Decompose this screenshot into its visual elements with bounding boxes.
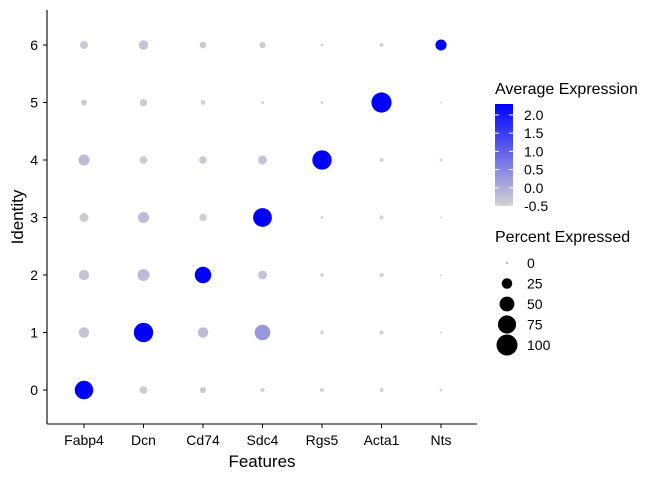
color-legend-tick-label: 1.5 [524, 125, 544, 141]
dot-point [199, 213, 207, 222]
y-tick-label: 2 [30, 267, 38, 283]
dot-point [261, 101, 264, 104]
x-tick-label: Rgs5 [306, 432, 339, 448]
color-legend-tick-label: 0.0 [524, 180, 544, 196]
size-legend-items: 0 25 50 75 100 [496, 255, 551, 356]
size-legend-label: 0 [527, 255, 535, 271]
color-legend: Average Expression 2.0 1.5 1.0 0.5 0.0 -0.5 [495, 81, 638, 214]
dot-point [199, 41, 207, 49]
dot-point [139, 156, 148, 164]
dot-point [379, 387, 384, 393]
dot-point [197, 327, 209, 338]
dot-point [439, 101, 443, 104]
dot-point [379, 157, 384, 163]
dot-point [138, 40, 149, 50]
size-legend-dot [496, 334, 518, 356]
dot-point [259, 41, 266, 49]
dot-point [312, 150, 332, 170]
size-legend-dot [506, 262, 508, 264]
color-legend-ticks: 2.0 1.5 1.0 0.5 0.0 -0.5 [495, 107, 548, 214]
dot-point [379, 42, 384, 48]
size-legend-title: Percent Expressed [495, 229, 630, 246]
dot-point [79, 213, 89, 222]
size-legend-label: 25 [527, 276, 543, 292]
color-legend-title: Average Expression [495, 81, 638, 98]
y-tick-label: 3 [30, 210, 38, 226]
y-tick-label: 5 [30, 95, 38, 111]
dot-point [371, 92, 392, 113]
size-legend-dot [499, 296, 515, 312]
size-legend-label: 75 [527, 317, 543, 333]
dot-point [320, 101, 324, 104]
dot-point [139, 386, 148, 394]
dot-point [320, 330, 324, 335]
dot-point [78, 269, 90, 281]
color-legend-tick-label: 0.5 [524, 162, 544, 178]
dot-point [139, 98, 148, 107]
color-legend-tick-label: -0.5 [524, 198, 548, 214]
dot-point [320, 273, 324, 277]
dot-point [199, 386, 207, 394]
dot-point [439, 273, 443, 277]
x-tick-label: Sdc4 [247, 432, 279, 448]
x-tick-label: Nts [431, 432, 452, 448]
dot-point [254, 324, 271, 341]
x-tick-label: Cd74 [186, 432, 220, 448]
color-legend-tick-label: 2.0 [524, 107, 544, 123]
dot-point [137, 268, 150, 282]
y-tick-label: 6 [30, 37, 38, 53]
dot-point [435, 39, 447, 51]
x-axis-ticks: Fabp4 Dcn Cd74 Sdc4 Rgs5 Acta1 Nts [64, 424, 452, 448]
dot-point [133, 322, 154, 343]
size-legend-dot [501, 278, 513, 289]
color-legend-tick-label: 1.0 [524, 143, 544, 159]
dot-point [79, 40, 89, 50]
x-tick-label: Dcn [131, 432, 156, 448]
dot-point [200, 100, 206, 105]
dot-point [439, 388, 443, 392]
dot-point [81, 99, 87, 106]
dot-point [379, 215, 384, 220]
dot-point [439, 331, 443, 334]
dot-point [379, 330, 384, 335]
color-gradient-bar [495, 104, 513, 206]
dot-point [258, 270, 267, 280]
x-tick-label: Fabp4 [64, 432, 104, 448]
y-tick-label: 0 [30, 382, 38, 398]
dot-point [78, 154, 90, 166]
dot-point [260, 387, 265, 393]
dot-point [194, 266, 212, 284]
dot-point [439, 158, 443, 162]
y-tick-label: 4 [30, 152, 38, 168]
dot-point [78, 327, 90, 338]
y-axis-ticks: 0 1 2 3 4 5 6 [30, 37, 47, 398]
size-legend: Percent Expressed 0 25 50 75 100 [495, 229, 630, 356]
x-axis-title: Features [228, 452, 295, 471]
x-tick-label: Acta1 [364, 432, 400, 448]
dot-point [320, 216, 324, 219]
dot-marks [74, 39, 447, 400]
dot-point [74, 380, 94, 400]
dot-point [319, 387, 325, 393]
dot-point [320, 43, 324, 47]
size-legend-label: 100 [527, 337, 551, 353]
dot-point [439, 216, 443, 219]
dot-point [379, 272, 384, 278]
y-tick-label: 1 [30, 325, 38, 341]
dot-point [199, 156, 207, 164]
dot-point [137, 211, 150, 224]
size-legend-dot [497, 315, 517, 334]
y-axis-title: Identity [8, 189, 27, 244]
size-legend-label: 50 [527, 296, 543, 312]
dot-point [253, 208, 272, 227]
dot-point [258, 155, 267, 165]
